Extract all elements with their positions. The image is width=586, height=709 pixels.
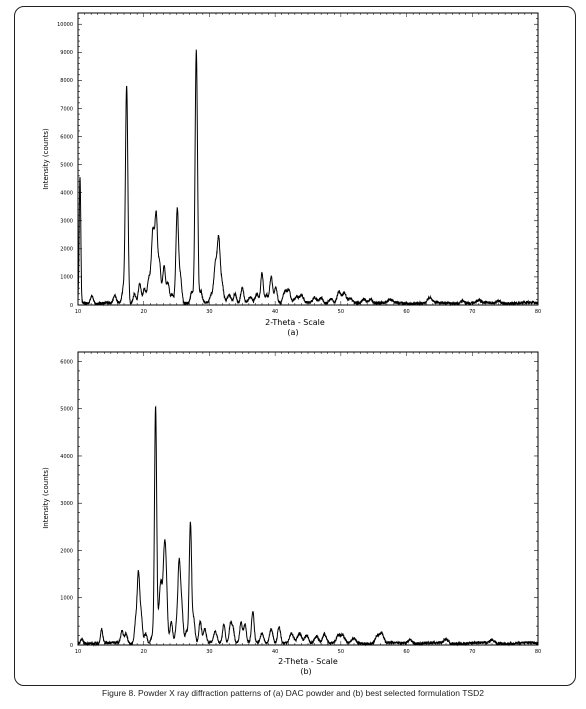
- plot-area-b: [77, 351, 539, 646]
- x-tick-label: 50: [338, 649, 344, 655]
- y-tick-label: 8000: [60, 78, 73, 84]
- y-tick-label: 6000: [60, 359, 73, 365]
- y-tick-label: 3000: [60, 501, 73, 507]
- x-tick-label: 40: [272, 309, 278, 315]
- y-tick-label: 4000: [60, 454, 73, 460]
- x-tick-label: 10: [75, 309, 81, 315]
- x-tick-label: 10: [75, 649, 81, 655]
- panel-label-b: (b): [300, 667, 311, 676]
- x-tick-label: 70: [469, 649, 475, 655]
- x-tick-label: 50: [338, 309, 344, 315]
- x-tick-label: 80: [535, 649, 541, 655]
- x-axis-label-a: 2-Theta - Scale: [265, 318, 325, 327]
- x-tick-label: 70: [469, 309, 475, 315]
- y-tick-label: 1000: [60, 275, 73, 281]
- y-tick-label: 2000: [60, 548, 73, 554]
- x-tick-label: 20: [141, 649, 147, 655]
- panel-label-a: (a): [287, 328, 298, 337]
- x-tick-label: 80: [535, 309, 541, 315]
- y-tick-label: 3000: [60, 219, 73, 225]
- y-tick-label: 6000: [60, 134, 73, 140]
- y-tick-label: 0: [70, 643, 73, 649]
- x-axis-label-b: 2-Theta - Scale: [278, 657, 338, 666]
- y-tick-label: 9000: [60, 50, 73, 56]
- x-tick-label: 60: [403, 649, 409, 655]
- diffraction-series-b: [77, 405, 539, 647]
- y-tick-label: 5000: [60, 162, 73, 168]
- y-tick-label: 7000: [60, 106, 73, 112]
- x-tick-label: 30: [206, 649, 212, 655]
- plot-area-a: [77, 12, 539, 306]
- y-tick-label: 2000: [60, 247, 73, 253]
- y-tick-label: 1000: [60, 596, 73, 602]
- figure-caption: Figure 8. Powder X ray diffraction patte…: [102, 688, 484, 698]
- y-axis-label-b: Intensity (counts): [42, 467, 50, 529]
- diffraction-series-a: [77, 49, 539, 307]
- panel-a: 0 1000 2000 3000 4000 5000 6000 7000 8000 9000 100…: [42, 12, 541, 337]
- x-ticks-b: 10 20 30 40 50 60 70 80: [75, 352, 541, 655]
- x-tick-label: 60: [403, 309, 409, 315]
- figure-frame: [14, 6, 576, 686]
- x-tick-label: 40: [272, 649, 278, 655]
- y-tick-label: 5000: [60, 407, 73, 413]
- y-tick-label: 0: [70, 303, 73, 309]
- y-tick-label: 4000: [60, 190, 73, 196]
- y-ticks-b: 0 1000 2000 3000 4000 5000 6000: [60, 351, 538, 649]
- x-tick-label: 20: [141, 309, 147, 315]
- x-tick-label: 30: [206, 309, 212, 315]
- panel-b: 0 1000 2000 3000 4000 5000 6000 10 20 30 40 50 60 70…: [42, 351, 541, 676]
- y-axis-label-a: Intensity (counts): [42, 128, 50, 190]
- y-tick-label: 10000: [57, 22, 73, 28]
- x-ticks-a: 10 20 30 40 50 60 70 80: [75, 13, 541, 315]
